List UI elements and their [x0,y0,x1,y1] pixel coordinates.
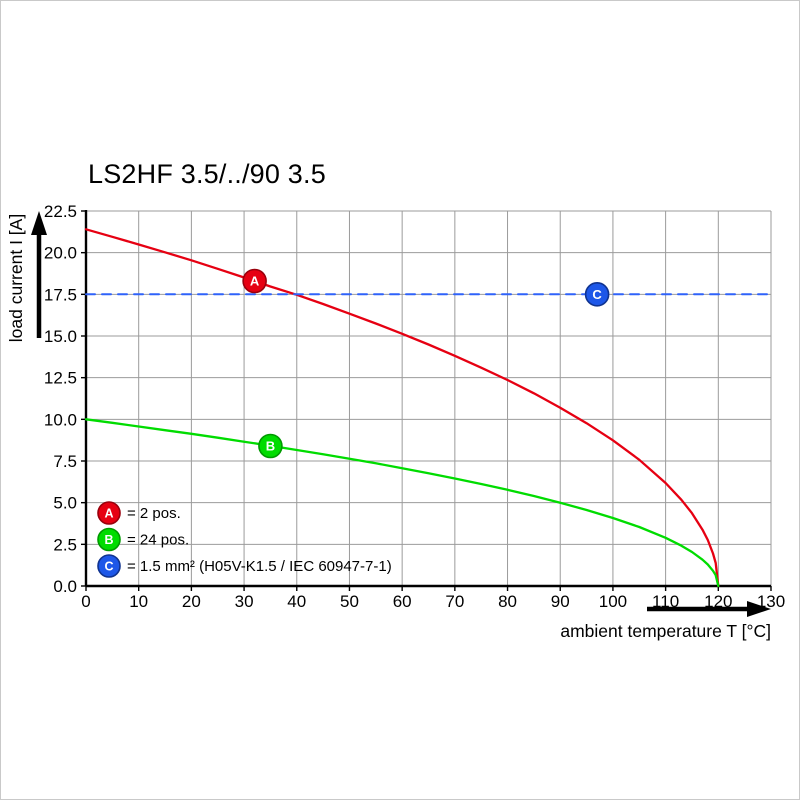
marker-c-letter: C [592,287,602,302]
series-b-label: = 24 pos. [127,532,189,549]
legend-item-c: C = 1.5 mm² (H05V-K1.5 / IEC 60947-7-1) [97,554,392,578]
x-tick-label: 10 [129,592,148,611]
marker-b-badge [258,433,283,459]
y-tick-label: 17.5 [44,285,77,304]
y-tick-label: 12.5 [44,369,77,388]
series-a-badge [97,501,121,525]
y-tick-label: 7.5 [53,452,77,471]
legend-item-b: B = 24 pos. [97,527,189,552]
legend: A = 2 pos. B = 24 pos. C = 1.5 mm² (H05V… [97,501,392,578]
x-tick-label: 130 [757,592,785,611]
y-axis-arrow-icon [31,211,47,338]
series-a-label: = 2 pos. [127,505,181,522]
x-tick-label: 110 [652,592,679,611]
marker-a-letter: A [250,274,260,289]
x-tick-label: 20 [182,592,201,611]
legend-item-a: A = 2 pos. [97,501,181,525]
series-layer [84,228,772,588]
series-a-badge-letter: A [104,507,113,521]
x-tick-label: 90 [551,592,570,611]
series-b-badge-letter: B [104,533,113,547]
series-b-badge [97,527,121,552]
x-axis-arrow-icon [647,601,771,617]
y-tick-label: 15.0 [44,327,77,346]
series-c-badge-letter: C [104,560,113,574]
axis-layer [84,210,771,588]
y-axis-label: load current I [A] [6,214,26,342]
x-tick-label: 30 [235,592,254,611]
x-tick-label: 0 [81,592,90,611]
grid-layer [85,210,772,587]
x-tick-label: 50 [340,592,359,611]
series-c-label: = 1.5 mm² (H05V-K1.5 / IEC 60947-7-1) [127,558,392,575]
x-tick-label: 70 [445,592,464,611]
chart-title: LS2HF 3.5/../90 3.5 [88,159,326,189]
marker-layer: A B C [242,268,610,459]
x-tick-label: 80 [498,592,517,611]
x-tick-label: 60 [393,592,412,611]
y-tick-label: 2.5 [53,535,77,554]
y-tick-label: 0.0 [53,577,77,596]
x-axis-label: ambient temperature T [°C] [560,621,771,641]
curve-a [84,228,720,588]
marker-a-badge [242,268,267,294]
curve-b [84,418,720,588]
x-tick-label: 100 [599,592,627,611]
marker-c-badge [584,282,610,307]
y-tick-label: 5.0 [53,494,77,513]
series-c-badge [97,554,121,578]
y-tick-label: 22.5 [44,202,77,221]
ticklabel-layer: 0 10 20 30 40 50 60 70 80 90 100 110 120 130 0.0 2.5 5.0… [44,202,785,611]
y-tick-label: 20.0 [44,244,77,263]
marker-b-letter: B [266,439,275,454]
y-tick-label: 10.0 [44,410,77,429]
x-tick-label: 120 [704,592,732,611]
x-tick-label: 40 [287,592,306,611]
